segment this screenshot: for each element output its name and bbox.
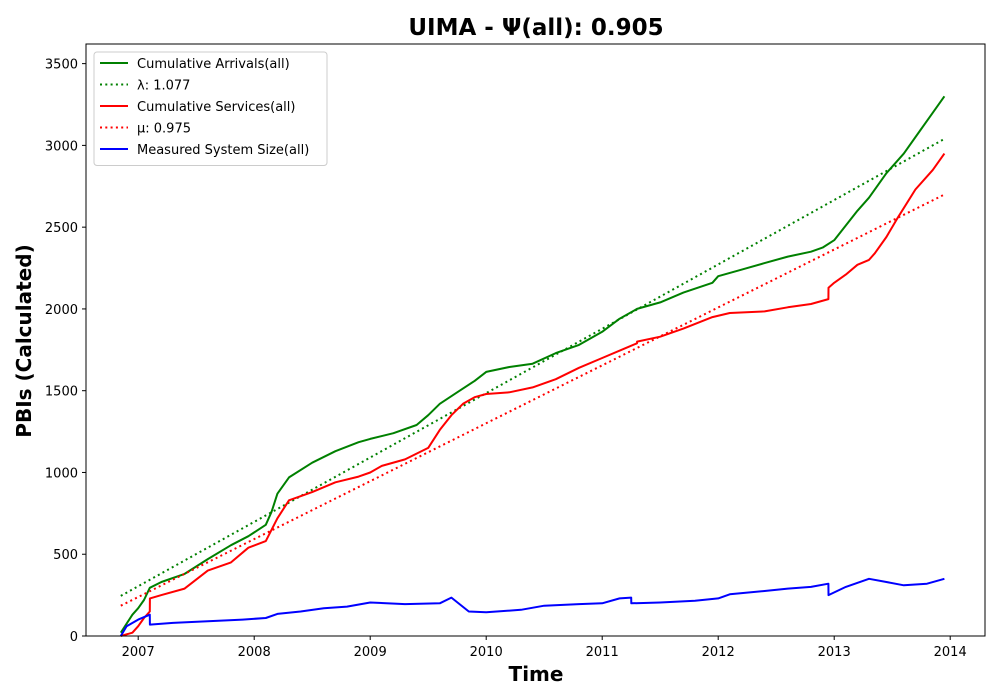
x-tick-label: 2009: [354, 645, 387, 660]
series-line-1: [120, 138, 945, 597]
y-tick-label: 2500: [45, 221, 78, 236]
plot-area: [119, 95, 946, 637]
y-tick-label: 1000: [45, 466, 78, 481]
x-tick-label: 2010: [470, 645, 503, 660]
y-tick-label: 0: [70, 630, 78, 645]
series-line-3: [120, 193, 945, 607]
x-tick-label: 2007: [122, 645, 155, 660]
plot-frame: [85, 43, 986, 637]
y-tick-label: 2000: [45, 303, 78, 318]
legend-label: Measured System Size(all): [137, 143, 309, 158]
legend-box: [93, 51, 328, 166]
x-tick-label: 2011: [586, 645, 619, 660]
axis-ticks: 2007 2008 2009 2010 2011 2012 2013 2014 0 500 1000…: [45, 58, 967, 660]
y-tick-label: 500: [53, 548, 78, 563]
series-line-2: [120, 153, 946, 637]
chart-title: UIMA - Ψ(all): 0.905: [408, 15, 663, 41]
y-tick-label: 3500: [45, 58, 78, 73]
y-tick-label: 3000: [45, 139, 78, 154]
x-tick-label: 2013: [818, 645, 851, 660]
x-tick-label: 2014: [934, 645, 967, 660]
legend-label: λ: 1.077: [137, 79, 190, 94]
legend-label: Cumulative Arrivals(all): [137, 57, 290, 72]
legend: Cumulative Arrivals(all) λ: 1.077 Cumulati…: [93, 51, 328, 166]
x-tick-label: 2008: [238, 645, 271, 660]
series-line-0: [119, 95, 946, 634]
legend-label: μ: 0.975: [137, 122, 191, 137]
x-tick-label: 2012: [702, 645, 735, 660]
x-axis-title: Time: [509, 662, 564, 686]
legend-label: Cumulative Services(all): [137, 100, 295, 115]
y-axis-title: PBIs (Calculated): [12, 244, 36, 437]
y-tick-label: 1500: [45, 385, 78, 400]
series-line-4: [119, 577, 945, 637]
